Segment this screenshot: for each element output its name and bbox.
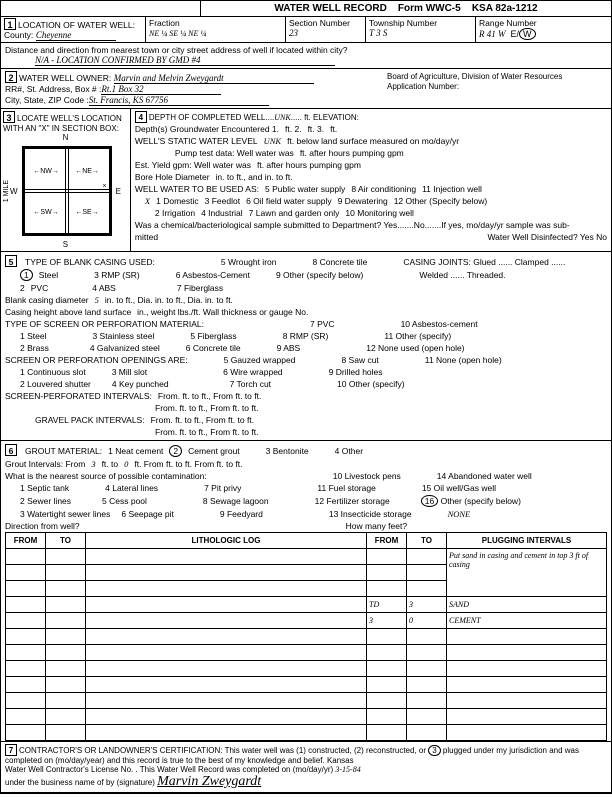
distance-label: Distance and direction from nearest town… [5,45,348,55]
log-table: FROM TO LITHOLOGIC LOG FROM TO PLUGGING … [5,532,607,741]
form-title: WATER WELL RECORD Form WWC-5 KSA 82a-121… [201,1,611,16]
distance-value: N/A - LOCATION CONFIRMED BY GMD #4 [35,55,335,66]
section-7: 7CONTRACTOR'S OR LANDOWNER'S CERTIFICATI… [1,742,611,793]
section-2: 2WATER WELL OWNER: Marvin and Melvin Zwe… [1,69,611,109]
section-3-4: 3LOCATE WELL'S LOCATION WITH AN "X" IN S… [1,109,611,252]
signature: Marvin Zweygardt [157,774,261,789]
location-box: ←NW→ ←NE→× ←SW→ ←SE→ [22,146,112,236]
section-6: 6GROUT MATERIAL: 1 Neat cement2Cement gr… [1,441,611,742]
section-5: 5TYPE OF BLANK CASING USED: 5 Wrought ir… [1,252,611,441]
section-1: 1LOCATION OF WATER WELL: County: Cheyenn… [1,17,611,43]
